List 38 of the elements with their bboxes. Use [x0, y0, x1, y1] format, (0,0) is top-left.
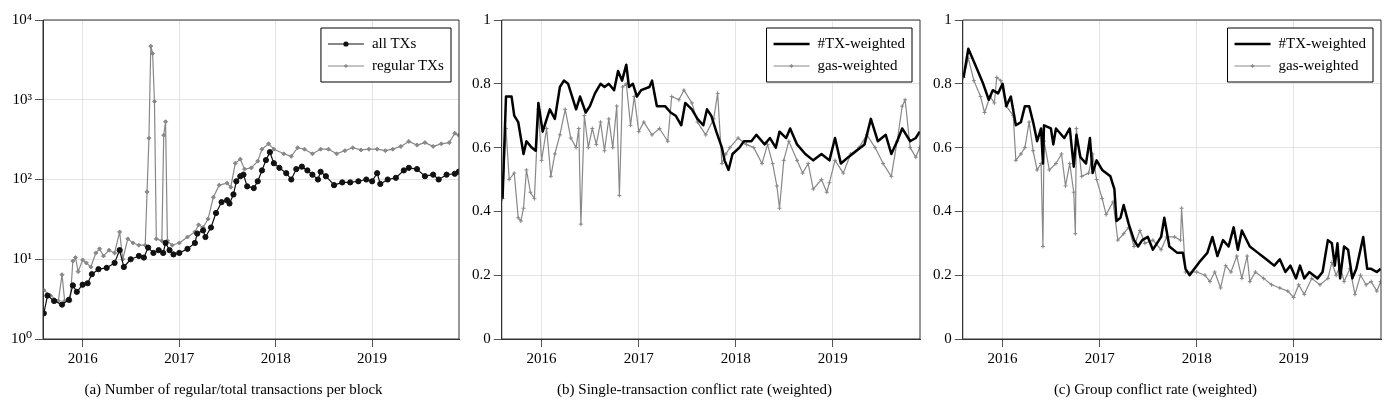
legend-label: all TXs: [371, 34, 417, 51]
x-tick-label: 2017: [164, 349, 195, 366]
x-tick-label: 2018: [260, 349, 291, 366]
y-tick-label: 0.2: [933, 266, 952, 283]
y-tick-label: 0.8: [472, 74, 491, 91]
y-tick-label: 1: [944, 10, 952, 27]
text: (b) Single-transaction conflict rate (weighted): [557, 380, 832, 398]
y-tick-label: 10²: [12, 170, 33, 187]
y-tick-label: 0.6: [933, 138, 953, 155]
y-tick-label: 0: [483, 329, 491, 346]
y-tick-label: 0.4: [933, 202, 953, 219]
x-tick-label: 2019: [817, 349, 848, 366]
y-tick-label: 10⁴: [11, 10, 33, 27]
legend-label: #TX-weighted: [1278, 34, 1367, 51]
y-tick-label: 10³: [12, 90, 33, 107]
x-tick-label: 2018: [720, 349, 751, 366]
y-tick-label: 0: [944, 329, 952, 346]
legend-label: regular TXs: [371, 56, 444, 73]
x-tick-label: 2018: [1181, 349, 1212, 366]
x-tick-label: 2016: [526, 349, 558, 366]
legend-label: gas-weighted: [817, 56, 898, 73]
y-tick-label: 0.2: [472, 266, 491, 283]
y-tick-label: 0.6: [472, 138, 492, 155]
y-tick-label: 10⁰: [11, 329, 33, 346]
x-tick-label: 2017: [623, 349, 655, 366]
y-tick-label: 0.8: [933, 74, 952, 91]
x-tick-label: 2016: [67, 349, 99, 366]
y-tick-label: 1: [483, 10, 491, 27]
text: (c) Group conflict rate (weighted): [1053, 380, 1258, 398]
x-tick-label: 2016: [987, 349, 1019, 366]
text: (a) Number of regular/total transactions per block: [84, 380, 384, 398]
y-tick-label: 0.4: [472, 202, 492, 219]
legend-label: #TX-weighted: [817, 34, 906, 51]
x-tick-label: 2019: [1278, 349, 1309, 366]
legend-label: gas-weighted: [1278, 56, 1359, 73]
y-tick-label: 10¹: [12, 250, 33, 267]
x-tick-label: 2019: [357, 349, 388, 366]
x-tick-label: 2017: [1084, 349, 1116, 366]
